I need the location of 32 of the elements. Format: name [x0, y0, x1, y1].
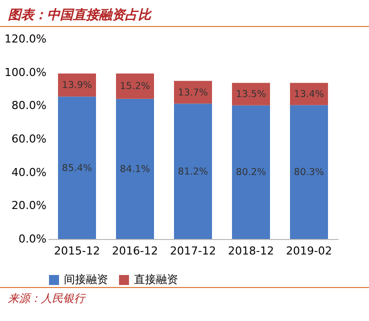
data-label: 15.2% [120, 81, 150, 92]
chart-title: 图表：中国直接融资占比 [0, 0, 369, 27]
bar [58, 96, 96, 239]
data-label: 85.4% [62, 162, 92, 174]
y-tick-label: 40.0% [12, 166, 46, 179]
y-tick-label: 80.0% [12, 99, 46, 112]
x-tick-label: 2016-12 [112, 244, 158, 258]
data-label: 84.1% [120, 164, 150, 175]
data-label: 13.5% [236, 89, 266, 100]
x-tick-label: 2018-12 [228, 244, 274, 258]
source-note: 来源：人民银行 [0, 287, 369, 306]
y-tick-label: 120.0% [4, 32, 46, 46]
y-tick-label: 100.0% [4, 66, 46, 79]
data-label: 80.2% [236, 167, 266, 178]
data-label: 13.4% [294, 89, 324, 100]
x-tick-label: 2015-12 [54, 244, 100, 258]
y-tick-label: 20.0% [12, 199, 46, 212]
x-tick-label: 2019-02 [286, 244, 332, 258]
data-label: 13.7% [178, 87, 208, 98]
y-tick-label: 60.0% [12, 132, 46, 146]
x-tick-label: 2017-12 [170, 244, 216, 258]
data-label: 81.2% [178, 166, 208, 178]
bar [116, 74, 154, 99]
bar [232, 105, 270, 239]
bar [174, 104, 212, 239]
data-label: 13.9% [62, 80, 92, 92]
legend-label: 直接融资 [134, 273, 178, 286]
bar [116, 98, 154, 239]
data-label: 80.3% [294, 167, 324, 178]
legend-label: 间接融资 [64, 273, 108, 286]
bar [290, 105, 328, 239]
y-tick-label: 0.0% [18, 232, 46, 246]
